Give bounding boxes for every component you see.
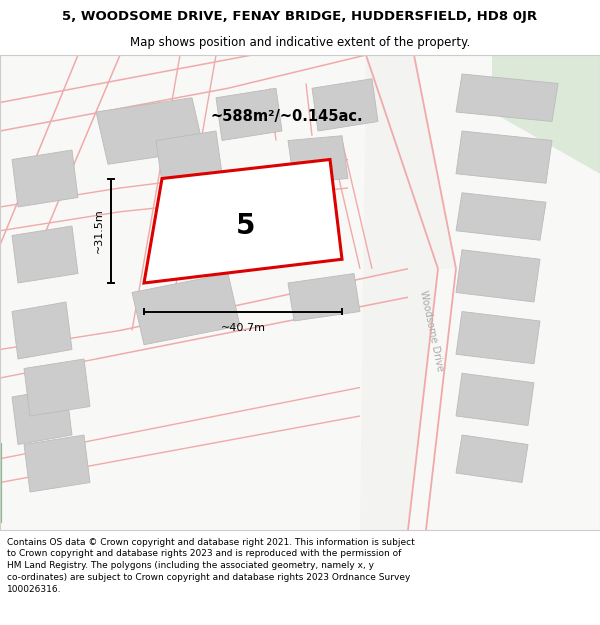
Polygon shape (456, 131, 552, 183)
Polygon shape (12, 388, 72, 444)
Text: Contains OS data © Crown copyright and database right 2021. This information is : Contains OS data © Crown copyright and d… (7, 538, 415, 594)
Polygon shape (12, 150, 78, 207)
Polygon shape (132, 274, 240, 345)
Polygon shape (288, 136, 348, 183)
Text: 5: 5 (236, 212, 256, 240)
Polygon shape (156, 131, 222, 183)
Polygon shape (24, 435, 90, 492)
Polygon shape (144, 159, 342, 283)
Text: 5, WOODSOME DRIVE, FENAY BRIDGE, HUDDERSFIELD, HD8 0JR: 5, WOODSOME DRIVE, FENAY BRIDGE, HUDDERS… (62, 10, 538, 23)
Text: ~40.7m: ~40.7m (221, 323, 265, 333)
Polygon shape (456, 373, 534, 426)
Text: Woodsome Drive: Woodsome Drive (419, 289, 445, 372)
Polygon shape (288, 274, 360, 321)
Text: Map shows position and indicative extent of the property.: Map shows position and indicative extent… (130, 36, 470, 49)
Polygon shape (492, 55, 600, 174)
Polygon shape (360, 55, 456, 530)
Polygon shape (456, 435, 528, 482)
Polygon shape (456, 74, 558, 121)
Polygon shape (96, 98, 204, 164)
Polygon shape (456, 192, 546, 240)
Polygon shape (312, 79, 378, 131)
Polygon shape (216, 88, 282, 141)
Text: ~588m²/~0.145ac.: ~588m²/~0.145ac. (210, 109, 362, 124)
Text: ~31.5m: ~31.5m (94, 208, 104, 253)
Polygon shape (12, 302, 72, 359)
Polygon shape (12, 226, 78, 283)
Polygon shape (456, 250, 540, 302)
Polygon shape (456, 311, 540, 364)
Polygon shape (24, 359, 90, 416)
